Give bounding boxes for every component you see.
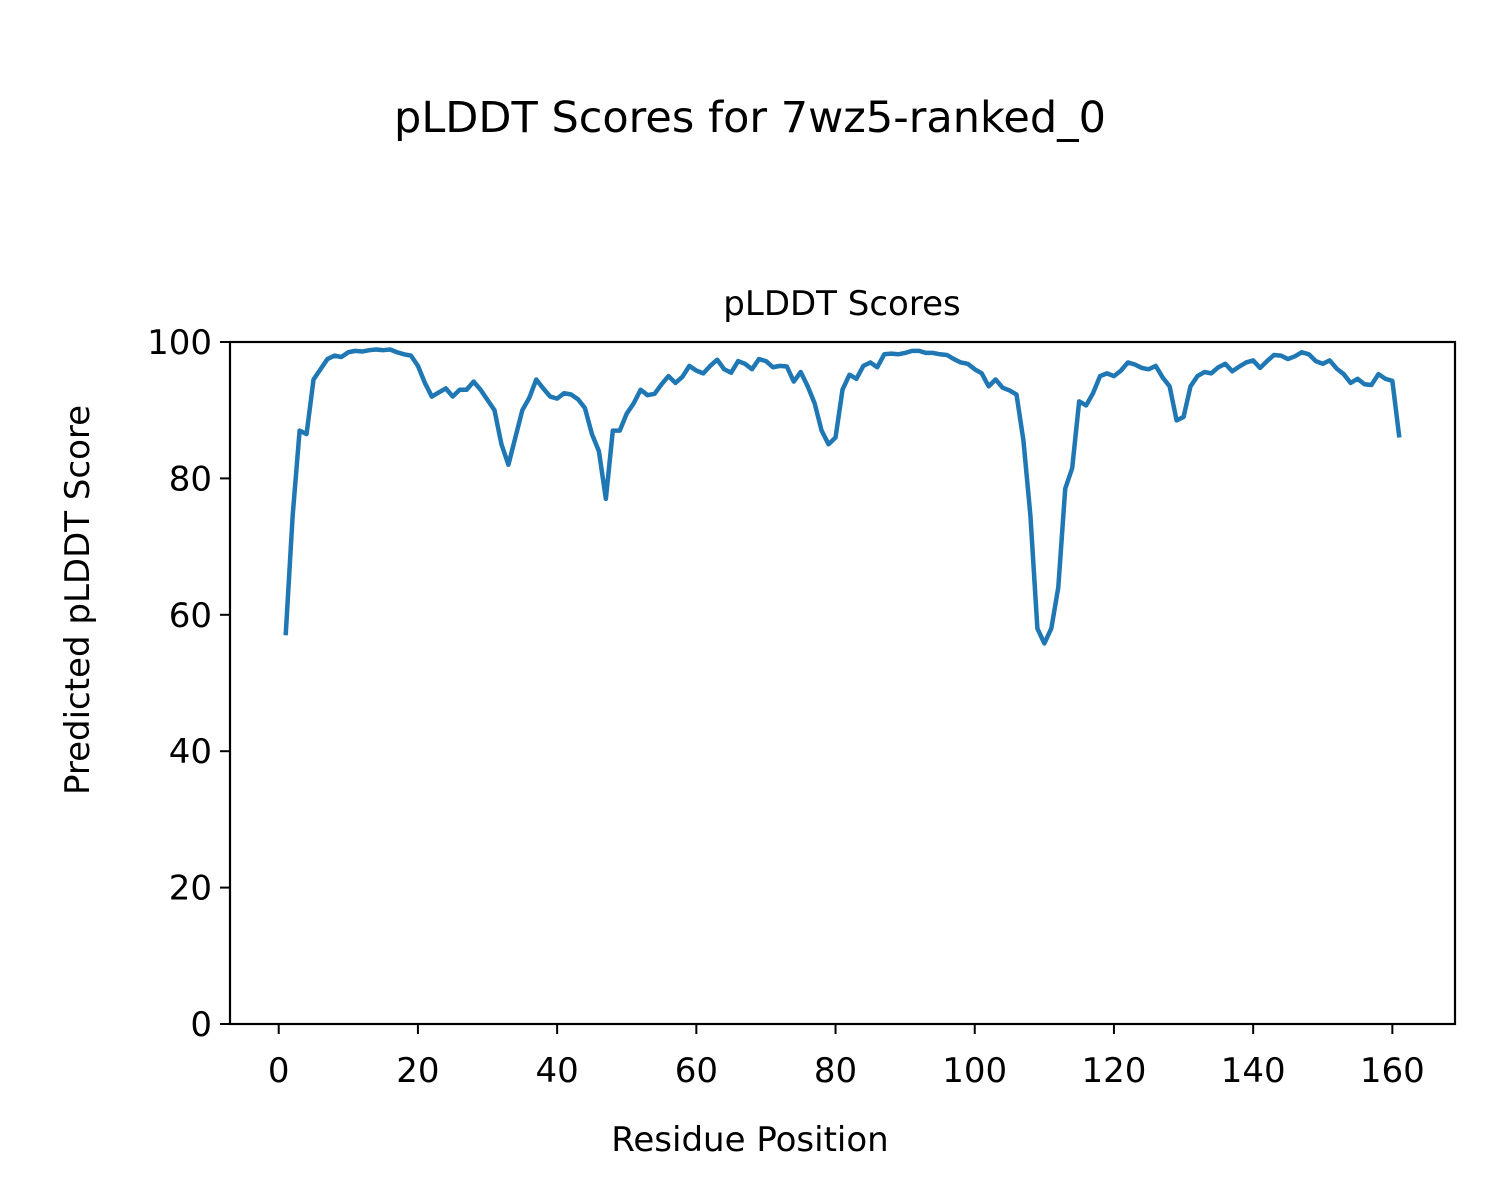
x-tick-label: 160 [1360, 1051, 1425, 1091]
x-axis: 0 20 40 60 80 100 120 140 160 [268, 1024, 1425, 1091]
y-tick-label: 40 [169, 732, 212, 772]
y-tick-label: 0 [190, 1005, 212, 1045]
x-axis-label: Residue Position [611, 1120, 888, 1160]
chart-title: pLDDT Scores [723, 284, 960, 324]
y-axis: 0 20 40 60 80 100 [147, 323, 230, 1045]
y-tick-label: 60 [169, 596, 212, 636]
y-tick-label: 80 [169, 459, 212, 499]
x-tick-label: 140 [1221, 1051, 1286, 1091]
x-tick-label: 60 [675, 1051, 718, 1091]
axes-frame [228, 340, 1457, 1026]
x-tick-label: 120 [1081, 1051, 1146, 1091]
y-tick-label: 100 [147, 323, 212, 363]
plot-area: 0 20 40 60 80 100 120 140 160 0 20 40 60 80 100 [147, 323, 1457, 1091]
x-tick-label: 20 [396, 1051, 439, 1091]
y-tick-label: 20 [169, 869, 212, 909]
x-tick-label: 40 [535, 1051, 578, 1091]
x-tick-label: 100 [942, 1051, 1007, 1091]
x-tick-label: 0 [268, 1051, 290, 1091]
y-axis-label: Predicted pLDDT Score [58, 405, 98, 795]
x-tick-label: 80 [814, 1051, 857, 1091]
series-line [283, 347, 1402, 646]
figure-title: pLDDT Scores for 7wz5-ranked_0 [394, 93, 1106, 143]
